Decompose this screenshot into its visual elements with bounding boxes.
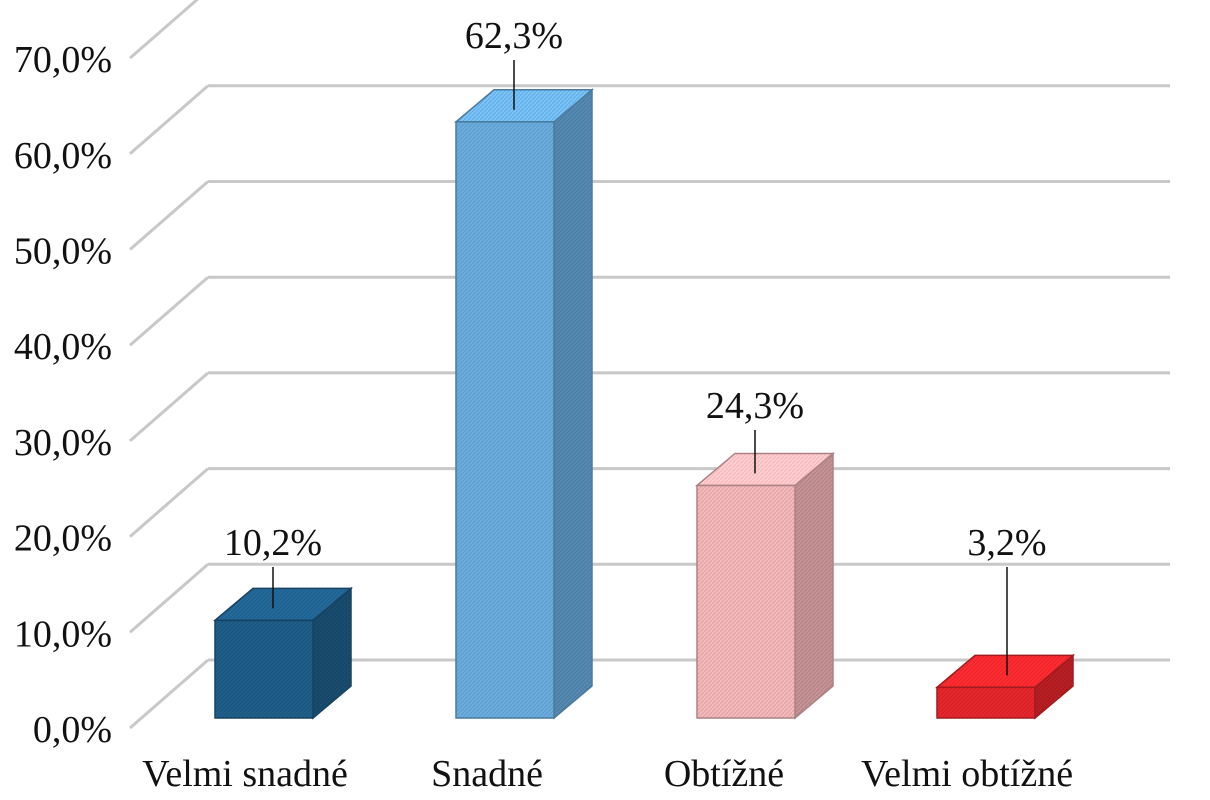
- bar-side-face: [553, 88, 593, 720]
- y-axis-tick-labels: 0,0% 10,0% 20,0% 30,0% 40,0% 50,0% 60,0% 70,0%: [14, 39, 112, 751]
- gridline-diagonal: [129, 276, 209, 347]
- x-axis-category-labels: Velmi snadné Snadné Obtížné Velmi obtížné: [142, 753, 1073, 795]
- gridline-diagonal: [129, 658, 209, 730]
- gridline-diagonal: [129, 180, 209, 251]
- x-category-label: Snadné: [431, 753, 543, 795]
- data-label: 3,2%: [967, 522, 1046, 564]
- y-tick-label: 10,0%: [14, 613, 112, 655]
- y-tick-label: 20,0%: [14, 518, 112, 560]
- bar-side-face: [794, 451, 834, 720]
- data-label: 24,3%: [706, 385, 804, 427]
- y-tick-label: 0,0%: [33, 709, 112, 751]
- x-category-label: Velmi obtížné: [861, 753, 1073, 795]
- bar: [212, 586, 354, 720]
- bar-front-face: [696, 484, 796, 719]
- grid-layer: [129, 0, 1170, 730]
- bars: [212, 88, 1076, 720]
- data-labels: 10,2% 62,3% 24,3% 3,2%: [224, 15, 1047, 676]
- y-tick-label: 50,0%: [14, 231, 112, 273]
- x-category-label: Velmi snadné: [142, 753, 348, 795]
- gridline-diagonal: [129, 467, 209, 538]
- bar: [934, 653, 1076, 720]
- data-label: 62,3%: [465, 15, 563, 57]
- bar-front-face: [936, 686, 1036, 719]
- y-tick-label: 70,0%: [14, 39, 112, 81]
- gridline-diagonal: [129, 84, 209, 155]
- y-tick-label: 40,0%: [14, 326, 112, 368]
- bar: [694, 451, 836, 720]
- gridline-diagonal: [129, 0, 199, 60]
- gridline-diagonal: [129, 563, 209, 634]
- data-label: 10,2%: [224, 522, 322, 564]
- bar-front-face: [455, 121, 555, 719]
- bar-front-face: [214, 619, 314, 719]
- gridline-diagonal: [129, 371, 209, 443]
- y-tick-label: 30,0%: [14, 422, 112, 464]
- bar: [453, 88, 595, 720]
- y-tick-label: 60,0%: [14, 135, 112, 177]
- x-category-label: Obtížné: [664, 753, 784, 795]
